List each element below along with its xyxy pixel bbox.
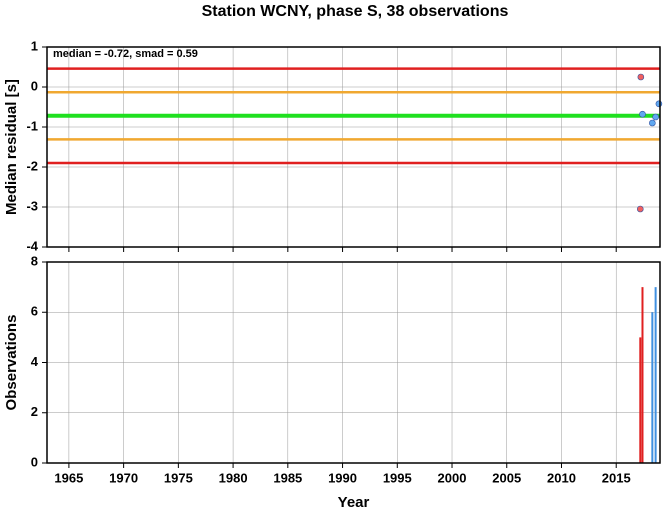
y-tick-label: 6 <box>31 304 38 319</box>
y-tick-label: 4 <box>31 354 39 369</box>
x-tick-label: 1975 <box>164 470 193 485</box>
point <box>655 100 663 108</box>
x-tick-label: 1965 <box>54 470 83 485</box>
y-axis-label: Observations <box>3 315 20 411</box>
x-tick-label: 2015 <box>602 470 631 485</box>
y-tick-label: 8 <box>31 253 38 268</box>
bar <box>654 287 657 463</box>
y-tick-label: 0 <box>31 454 38 469</box>
x-tick-label: 1980 <box>219 470 248 485</box>
plot-frame <box>46 261 661 464</box>
x-tick-label: 1990 <box>328 470 357 485</box>
y-tick-label: -4 <box>26 238 38 253</box>
x-tick-label: 1970 <box>109 470 138 485</box>
bar <box>639 337 642 463</box>
bar <box>641 287 644 463</box>
x-tick-label: 1995 <box>383 470 412 485</box>
x-axis-label: Year <box>338 494 370 511</box>
point <box>652 113 659 121</box>
plot-area <box>47 47 660 247</box>
point <box>639 110 646 118</box>
y-tick-label: -3 <box>26 198 38 213</box>
y-tick-label: -2 <box>26 158 38 173</box>
point <box>649 119 656 127</box>
x-tick-label: 2000 <box>438 470 467 485</box>
y-tick-label: -1 <box>26 118 38 133</box>
chart-title: Station WCNY, phase S, 38 observations <box>202 3 509 20</box>
point <box>636 205 644 213</box>
x-tick-label: 1985 <box>273 470 302 485</box>
plot-frame <box>46 46 661 248</box>
x-tick-label: 2010 <box>547 470 576 485</box>
y-tick-label: 1 <box>31 38 38 53</box>
point <box>637 73 645 81</box>
annotation: median = -0.72, smad = 0.59 <box>53 48 198 60</box>
y-tick-label: 0 <box>31 78 38 93</box>
bar <box>651 312 654 463</box>
y-axis-label: Median residual [s] <box>3 79 20 215</box>
x-tick-label: 2005 <box>492 470 521 485</box>
y-tick-label: 2 <box>31 404 38 419</box>
